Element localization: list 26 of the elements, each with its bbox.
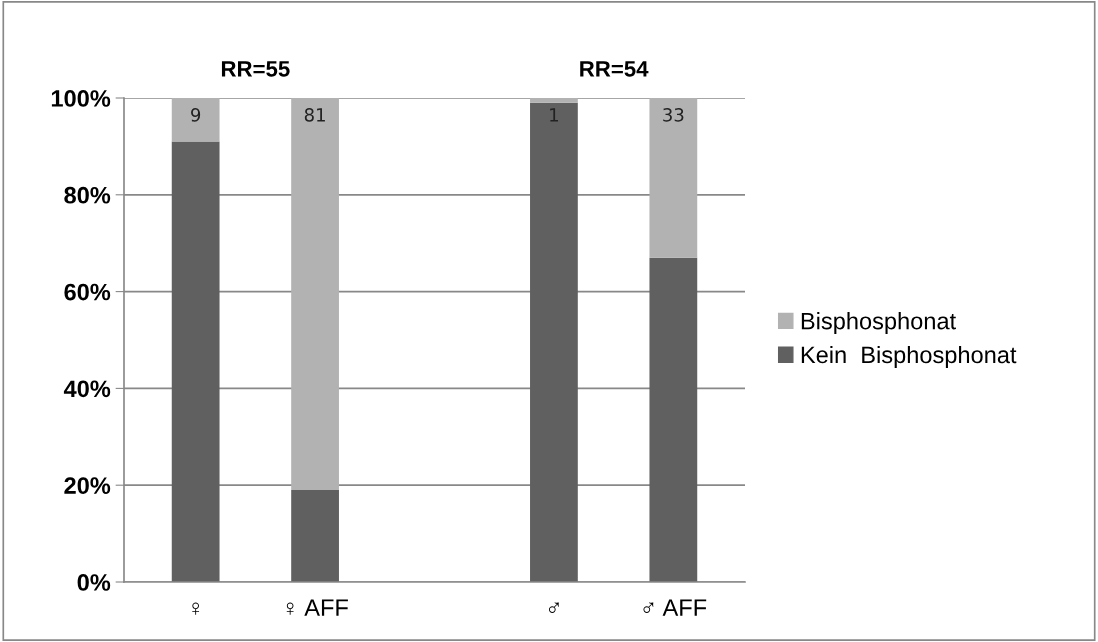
x-tick-label: ♀ AFF (286, 599, 348, 616)
bar (530, 98, 578, 103)
x-tick-label: ♂ (548, 602, 559, 613)
bar (171, 98, 220, 142)
x-tick-label: ♂ AFF (643, 599, 707, 616)
data-label: 9 (191, 108, 201, 122)
data-label: 81 (304, 108, 325, 122)
text: RR=54 (580, 61, 649, 77)
bar (291, 98, 339, 491)
bar (291, 490, 339, 582)
bar (530, 102, 578, 582)
data-label: 1 (550, 108, 558, 122)
bar (649, 98, 698, 258)
y-tick-label: 20% (64, 477, 111, 494)
bar (649, 257, 698, 582)
y-tick-label: 60% (64, 283, 111, 301)
y-tick-label: 80% (64, 186, 111, 204)
bar (171, 141, 220, 582)
y-tick-label: 40% (63, 380, 111, 398)
y-tick-label: 0% (77, 574, 111, 591)
legend-label: Bisphosphonat (801, 312, 956, 335)
x-tick-label: ♀ (192, 602, 200, 615)
data-label: 33 (663, 108, 684, 122)
y-tick-label: 100% (51, 90, 111, 107)
legend-label: Kein Bisphosphonat (801, 345, 1017, 368)
text: RR=55 (221, 61, 290, 77)
